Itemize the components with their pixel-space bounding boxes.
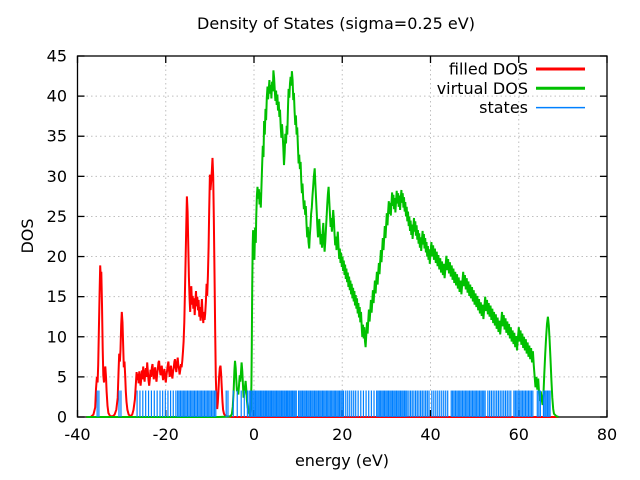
y-tick-label: 15 — [47, 287, 67, 306]
y-tick-label: 20 — [47, 247, 67, 266]
y-tick-label: 35 — [47, 127, 67, 146]
legend-label: states — [479, 98, 528, 117]
series-filled-dos-line — [86, 157, 559, 418]
y-tick-label: 45 — [47, 47, 67, 66]
chart-title: Density of States (sigma=0.25 eV) — [197, 14, 475, 33]
x-tick-label: -40 — [64, 425, 90, 444]
y-tick-label: 40 — [47, 87, 67, 106]
y-tick-label: 25 — [47, 207, 67, 226]
x-axis-label: energy (eV) — [294, 451, 390, 470]
x-tick-label: -20 — [153, 425, 179, 444]
x-tick-label: 80 — [597, 425, 617, 444]
y-axis-label: DOS — [18, 218, 37, 254]
x-tick-label: 0 — [249, 425, 259, 444]
x-tick-label: 20 — [332, 425, 352, 444]
legend-label: filled DOS — [449, 60, 528, 79]
legend-label: virtual DOS — [437, 79, 528, 98]
y-tick-label: 30 — [47, 167, 67, 186]
x-tick-label: 40 — [420, 425, 440, 444]
y-tick-label: 0 — [57, 408, 67, 427]
y-tick-label: 5 — [57, 367, 67, 386]
y-tick-label: 10 — [47, 327, 67, 346]
series-virtual-dos-line — [86, 70, 559, 418]
x-tick-label: 60 — [509, 425, 529, 444]
